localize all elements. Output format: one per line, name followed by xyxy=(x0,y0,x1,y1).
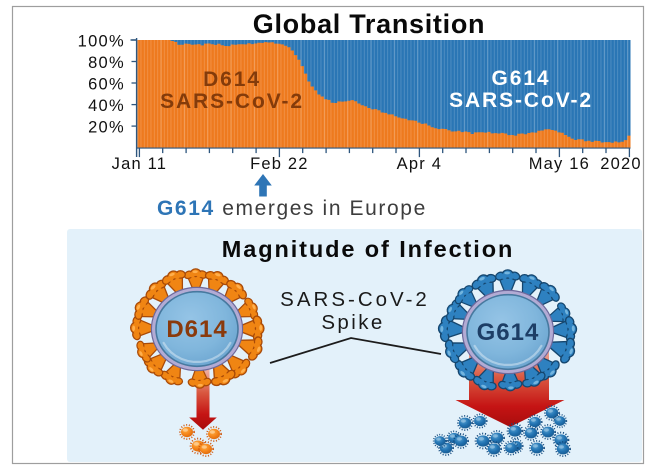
svg-text:80%: 80% xyxy=(88,54,125,72)
svg-text:Spike: Spike xyxy=(321,311,384,334)
svg-text:G614: G614 xyxy=(477,319,540,346)
svg-text:D614: D614 xyxy=(203,68,261,91)
svg-text:20%: 20% xyxy=(88,119,125,137)
svg-text:Apr 4: Apr 4 xyxy=(397,155,442,173)
svg-text:G614: G614 xyxy=(492,67,551,90)
svg-text:100%: 100% xyxy=(78,33,125,51)
svg-text:60%: 60% xyxy=(88,76,125,94)
svg-text:May 16: May 16 xyxy=(529,155,590,173)
svg-text:SARS-CoV-2: SARS-CoV-2 xyxy=(280,288,430,311)
svg-text:Global Transition: Global Transition xyxy=(253,9,485,39)
svg-text:Feb 22: Feb 22 xyxy=(250,155,309,173)
svg-text:G614 emerges in Europe: G614 emerges in Europe xyxy=(157,197,427,220)
svg-text:Jan 11: Jan 11 xyxy=(112,155,168,173)
svg-text:40%: 40% xyxy=(88,97,125,115)
svg-text:D614: D614 xyxy=(166,316,227,343)
svg-text:Magnitude of Infection: Magnitude of Infection xyxy=(222,236,514,262)
svg-text:SARS-CoV-2: SARS-CoV-2 xyxy=(449,89,593,112)
svg-text:2020: 2020 xyxy=(600,155,642,173)
svg-text:SARS-CoV-2: SARS-CoV-2 xyxy=(160,90,304,113)
